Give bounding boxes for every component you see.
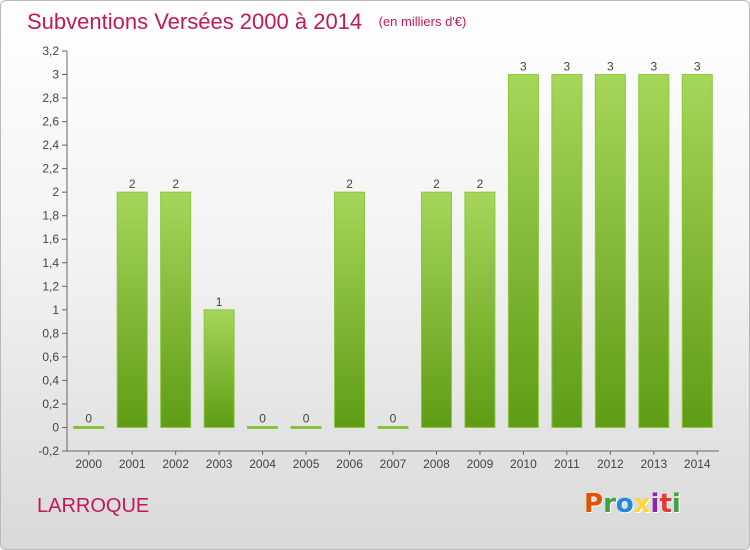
y-tick-label: 3,2 (42, 44, 59, 58)
data-label: 2 (172, 177, 179, 191)
x-tick-label: 2009 (467, 457, 494, 471)
x-tick-label: 2007 (380, 457, 407, 471)
brand-letter: P (584, 489, 603, 519)
data-label: 0 (259, 411, 266, 425)
y-tick-label: 0 (52, 420, 59, 434)
x-tick-label: 2013 (640, 457, 667, 471)
bar (117, 192, 147, 427)
data-label: 1 (216, 295, 223, 309)
bar (74, 426, 104, 428)
x-tick-label: 2008 (423, 457, 450, 471)
y-tick-label: 0,4 (42, 373, 59, 387)
y-tick-label: 0,2 (42, 397, 59, 411)
data-label: 3 (694, 60, 701, 74)
data-label: 3 (564, 60, 571, 74)
data-label: 0 (303, 411, 310, 425)
x-tick-label: 2012 (597, 457, 624, 471)
commune-name: LARROQUE (37, 495, 149, 518)
x-tick-label: 2010 (510, 457, 537, 471)
bar (508, 75, 538, 428)
bars (74, 75, 713, 429)
brand-letter: i (672, 489, 681, 519)
brand-letter: o (616, 489, 634, 519)
data-label: 3 (650, 60, 657, 74)
x-tick-label: 2006 (336, 457, 363, 471)
x-tick-label: 2002 (162, 457, 189, 471)
brand-letter: r (603, 489, 616, 519)
data-label: 2 (129, 177, 136, 191)
bar (378, 426, 408, 428)
data-label: 2 (477, 177, 484, 191)
bar (161, 192, 191, 427)
data-label: 0 (390, 411, 397, 425)
bar (421, 192, 451, 427)
bar (248, 426, 278, 428)
brand-letter: t (659, 489, 671, 519)
data-label: 3 (520, 60, 527, 74)
bar (639, 75, 669, 428)
bar (291, 426, 321, 428)
y-tick-label: 0,6 (42, 350, 59, 364)
bar (595, 75, 625, 428)
x-tick-label: 2005 (293, 457, 320, 471)
y-tick-label: -0,2 (38, 444, 59, 458)
x-tick-label: 2014 (684, 457, 711, 471)
bar (682, 75, 712, 428)
y-tick-label: 2,8 (42, 91, 59, 105)
data-label: 3 (607, 60, 614, 74)
x-tick-label: 2000 (75, 457, 102, 471)
y-tick-label: 1,4 (42, 256, 59, 270)
y-tick-label: 1,8 (42, 209, 59, 223)
bar (552, 75, 582, 428)
y-tick-label: 1,6 (42, 232, 59, 246)
y-tick-label: 0,8 (42, 326, 59, 340)
bar-chart: -0,2 0 0,2 0,4 0,6 0,8 1 1,2 1,4 1,6 1,8 2 2,2 2,4 2,6… (1, 1, 749, 549)
bar (335, 192, 365, 427)
y-tick-label: 2,4 (42, 138, 59, 152)
y-tick-label: 2,6 (42, 115, 59, 129)
y-tick-label: 3 (52, 68, 59, 82)
bar (204, 310, 234, 428)
y-tick-label: 1,2 (42, 279, 59, 293)
brand-logo[interactable]: Proxiti (584, 489, 681, 519)
bar (465, 192, 495, 427)
chart-frame: Subventions Versées 2000 à 2014 (en mill… (0, 0, 750, 550)
data-label: 2 (346, 177, 353, 191)
x-tick-label: 2011 (554, 457, 580, 471)
x-tick-label: 2004 (249, 457, 276, 471)
y-tick-label: 1 (52, 303, 59, 317)
brand-letter: x (634, 489, 651, 519)
data-label: 2 (433, 177, 440, 191)
data-label: 0 (85, 411, 92, 425)
y-tick-label: 2 (52, 185, 59, 199)
x-axis: 2000 2001 2002 2003 2004 2005 2006 2007 2008 2009… (67, 451, 719, 471)
y-tick-label: 2,2 (42, 162, 59, 176)
y-axis: -0,2 0 0,2 0,4 0,6 0,8 1 1,2 1,4 1,6 1,8 2 2,2 2,4 2,6… (38, 44, 67, 458)
x-tick-label: 2003 (206, 457, 233, 471)
x-tick-label: 2001 (119, 457, 146, 471)
